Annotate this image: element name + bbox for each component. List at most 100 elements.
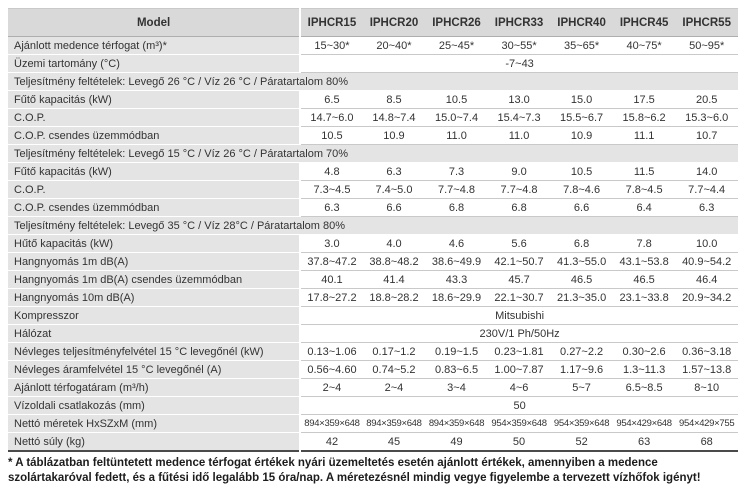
cell-hangnyomas-1m-iphcr45: 43.1~53.8 — [612, 252, 676, 271]
row-feltetelek-15-26-70: Teljesítmény feltételek: Levegő 15 °C / … — [8, 144, 738, 163]
row-label-ajanlott-medence-terfogat: Ajánlott medence térfogat (m³)* — [8, 36, 302, 55]
cell-netto-meretek-hxszxm-iphcr45: 954×429×648 — [612, 414, 676, 433]
cell-netto-meretek-hxszxm-iphcr33: 954×359×648 — [487, 414, 551, 433]
cell-futo-kapacitas-2-iphcr45: 11.5 — [612, 162, 676, 181]
cell-hangnyomas-10m-iphcr26: 18.6~29.9 — [425, 288, 488, 307]
row-label-netto-suly: Nettó súly (kg) — [8, 432, 302, 452]
cell-netto-meretek-hxszxm-iphcr20: 894×359×648 — [362, 414, 426, 433]
row-futo-kapacitas-1: Fűtő kapacitás (kW) 6.5 8.5 10.5 13.0 15.0 17.… — [8, 90, 738, 109]
cell-cop-2-iphcr55: 7.7~4.4 — [675, 180, 738, 199]
cell-hangnyomas-10m-iphcr45: 23.1~33.8 — [612, 288, 676, 307]
cell-huto-kapacitas-iphcr20: 4.0 — [362, 234, 426, 253]
cell-hangnyomas-1m-csendes-iphcr40: 46.5 — [550, 270, 613, 289]
spec-table: Model IPHCR15 IPHCR20 IPHCR26 IPHCR33 IPHCR40… — [8, 8, 738, 452]
cell-hangnyomas-10m-iphcr40: 21.3~35.0 — [550, 288, 613, 307]
cell-futo-kapacitas-2-iphcr20: 6.3 — [362, 162, 426, 181]
cell-netto-meretek-hxszxm-iphcr26: 894×359×648 — [425, 414, 488, 433]
cell-cop-csendes-2-iphcr40: 6.6 — [550, 198, 613, 217]
cell-hangnyomas-1m-iphcr40: 41.3~55.0 — [550, 252, 613, 271]
cell-ajanlott-terfogataram-iphcr55: 8~10 — [675, 378, 738, 397]
cell-cop-csendes-2-iphcr33: 6.8 — [487, 198, 551, 217]
cell-nevleges-teljesitmenyfelvetel-iphcr40: 0.27~2.2 — [550, 342, 613, 361]
cell-cop-2-iphcr40: 7.8~4.6 — [550, 180, 613, 199]
cell-nevleges-aramfelvetel-iphcr45: 1.3~11.3 — [612, 360, 676, 379]
row-cop-1: C.O.P. 14.7~6.0 14.8~7.4 15.0~7.4 15.4~7.3 15… — [8, 108, 738, 127]
cell-nevleges-aramfelvetel-iphcr33: 1.00~7.87 — [487, 360, 551, 379]
cell-ajanlott-medence-terfogat-iphcr15: 15~30* — [300, 36, 363, 55]
row-nevleges-aramfelvetel: Névleges áramfelvétel 15 °C levegőnél (A… — [8, 360, 738, 379]
cell-cop-csendes-2-iphcr55: 6.3 — [675, 198, 738, 217]
spec-table-body: Ajánlott medence térfogat (m³)* 15~30* 20~… — [8, 36, 738, 452]
cell-ajanlott-terfogataram-iphcr33: 4~6 — [487, 378, 551, 397]
row-label-hangnyomas-1m: Hangnyomás 1m dB(A) — [8, 252, 302, 271]
cell-cop-csendes-1-iphcr20: 10.9 — [362, 126, 426, 145]
row-label-huto-kapacitas: Hűtő kapacitás (kW) — [8, 234, 302, 253]
row-value-uzemi-tartomany: -7~43 — [300, 54, 738, 73]
cell-cop-csendes-1-iphcr33: 11.0 — [487, 126, 551, 145]
row-value-halozat: 230V/1 Ph/50Hz — [300, 324, 738, 343]
cell-nevleges-aramfelvetel-iphcr55: 1.57~13.8 — [675, 360, 738, 379]
cell-netto-suly-iphcr20: 45 — [362, 432, 426, 452]
header-row: Model IPHCR15 IPHCR20 IPHCR26 IPHCR33 IPHCR40… — [8, 8, 738, 37]
cell-nevleges-teljesitmenyfelvetel-iphcr45: 0.30~2.6 — [612, 342, 676, 361]
cell-futo-kapacitas-1-iphcr15: 6.5 — [300, 90, 363, 109]
cell-cop-2-iphcr26: 7.7~4.8 — [425, 180, 488, 199]
cell-netto-suly-iphcr55: 68 — [675, 432, 738, 452]
cell-hangnyomas-1m-iphcr33: 42.1~50.7 — [487, 252, 551, 271]
row-label-halozat: Hálózat — [8, 324, 302, 343]
cell-hangnyomas-1m-iphcr26: 38.6~49.9 — [425, 252, 488, 271]
row-label-nevleges-teljesitmenyfelvetel: Névleges teljesítményfelvétel 15 °C leve… — [8, 342, 302, 361]
cell-futo-kapacitas-1-iphcr26: 10.5 — [425, 90, 488, 109]
cell-netto-suly-iphcr26: 49 — [425, 432, 488, 452]
model-column-header-iphcr33: IPHCR33 — [487, 8, 551, 37]
footnote: * A táblázatban feltüntetett medence tér… — [8, 457, 701, 485]
cell-cop-1-iphcr15: 14.7~6.0 — [300, 108, 363, 127]
cell-netto-suly-iphcr15: 42 — [300, 432, 363, 452]
cell-ajanlott-terfogataram-iphcr26: 3~4 — [425, 378, 488, 397]
row-label-ajanlott-terfogataram: Ajánlott térfogatáram (m³/h) — [8, 378, 302, 397]
cell-netto-suly-iphcr45: 63 — [612, 432, 676, 452]
cell-cop-csendes-2-iphcr20: 6.6 — [362, 198, 426, 217]
section-label-feltetelek-15-26-70: Teljesítmény feltételek: Levegő 15 °C / … — [8, 144, 738, 163]
cell-nevleges-teljesitmenyfelvetel-iphcr55: 0.36~3.18 — [675, 342, 738, 361]
row-uzemi-tartomany: Üzemi tartomány (°C) -7~43 — [8, 54, 738, 73]
row-feltetelek-35-28-80: Teljesítmény feltételek: Levegő 35 °C / … — [8, 216, 738, 235]
cell-nevleges-teljesitmenyfelvetel-iphcr33: 0.23~1.81 — [487, 342, 551, 361]
cell-cop-csendes-2-iphcr26: 6.8 — [425, 198, 488, 217]
cell-huto-kapacitas-iphcr40: 6.8 — [550, 234, 613, 253]
row-halozat: Hálózat 230V/1 Ph/50Hz — [8, 324, 738, 343]
cell-cop-1-iphcr40: 15.5~6.7 — [550, 108, 613, 127]
row-hangnyomas-1m-csendes: Hangnyomás 1m dB(A) csendes üzemmódban 40… — [8, 270, 738, 289]
row-label-uzemi-tartomany: Üzemi tartomány (°C) — [8, 54, 302, 73]
model-column-header-iphcr40: IPHCR40 — [550, 8, 613, 37]
cell-futo-kapacitas-1-iphcr40: 15.0 — [550, 90, 613, 109]
cell-huto-kapacitas-iphcr15: 3.0 — [300, 234, 363, 253]
row-label-cop-csendes-1: C.O.P. csendes üzemmódban — [8, 126, 302, 145]
cell-hangnyomas-10m-iphcr20: 18.8~28.2 — [362, 288, 426, 307]
cell-ajanlott-medence-terfogat-iphcr20: 20~40* — [362, 36, 426, 55]
cell-ajanlott-medence-terfogat-iphcr45: 40~75* — [612, 36, 676, 55]
cell-hangnyomas-10m-iphcr33: 22.1~30.7 — [487, 288, 551, 307]
row-label-futo-kapacitas-2: Fűtő kapacitás (kW) — [8, 162, 302, 181]
row-feltetelek-26-26-80: Teljesítmény feltételek: Levegő 26 °C / … — [8, 72, 738, 91]
cell-cop-1-iphcr20: 14.8~7.4 — [362, 108, 426, 127]
cell-futo-kapacitas-2-iphcr40: 10.5 — [550, 162, 613, 181]
row-label-hangnyomas-10m: Hangnyomás 10m dB(A) — [8, 288, 302, 307]
cell-hangnyomas-1m-csendes-iphcr45: 46.5 — [612, 270, 676, 289]
cell-hangnyomas-10m-iphcr15: 17.8~27.2 — [300, 288, 363, 307]
cell-cop-2-iphcr20: 7.4~5.0 — [362, 180, 426, 199]
row-netto-meretek-hxszxm: Nettó méretek HxSZxM (mm) 894×359×648 894×… — [8, 414, 738, 433]
cell-nevleges-teljesitmenyfelvetel-iphcr26: 0.19~1.5 — [425, 342, 488, 361]
cell-huto-kapacitas-iphcr45: 7.8 — [612, 234, 676, 253]
cell-ajanlott-medence-terfogat-iphcr33: 30~55* — [487, 36, 551, 55]
cell-ajanlott-terfogataram-iphcr45: 6.5~8.5 — [612, 378, 676, 397]
cell-hangnyomas-1m-csendes-iphcr26: 43.3 — [425, 270, 488, 289]
cell-huto-kapacitas-iphcr33: 5.6 — [487, 234, 551, 253]
cell-ajanlott-medence-terfogat-iphcr55: 50~95* — [675, 36, 738, 55]
row-label-futo-kapacitas-1: Fűtő kapacitás (kW) — [8, 90, 302, 109]
cell-futo-kapacitas-2-iphcr33: 9.0 — [487, 162, 551, 181]
row-nevleges-teljesitmenyfelvetel: Névleges teljesítményfelvétel 15 °C leve… — [8, 342, 738, 361]
section-label-feltetelek-35-28-80: Teljesítmény feltételek: Levegő 35 °C / … — [8, 216, 738, 235]
cell-futo-kapacitas-1-iphcr45: 17.5 — [612, 90, 676, 109]
cell-cop-csendes-1-iphcr15: 10.5 — [300, 126, 363, 145]
